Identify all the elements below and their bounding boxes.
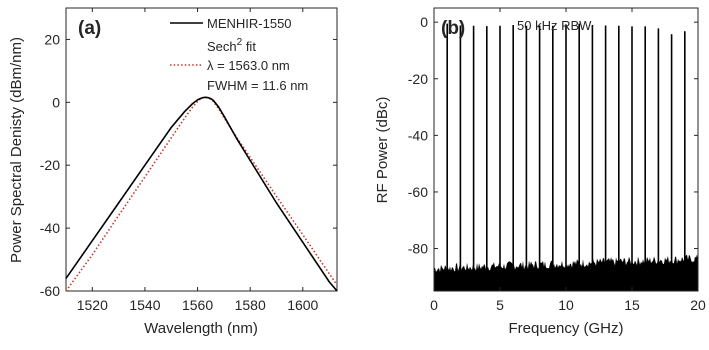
legend-lambda-label: λ = 1563.0 nm — [207, 58, 290, 73]
y-tick-label: -40 — [408, 127, 428, 143]
x-tick-label: 0 — [430, 297, 438, 313]
panel-a-x-ticks: 1520 1540 1560 1580 1600 — [77, 8, 319, 313]
x-tick-label: 20 — [690, 297, 706, 313]
legend-sech-label: Sech2 fit — [207, 37, 256, 54]
x-tick-label: 1600 — [287, 297, 318, 313]
y-tick-label: 20 — [44, 31, 60, 47]
comb-lines — [446, 23, 686, 291]
y-tick-label: -60 — [408, 184, 428, 200]
panel-b-x-ticks: 0 5 10 15 20 — [430, 8, 706, 313]
rf-spectrum — [434, 23, 698, 291]
panel-a: -60 -40 -20 0 20 1520 1540 1560 1580 1600 (a) ME… — [8, 7, 338, 337]
rbw-annotation: 50 kHz RBW — [517, 18, 592, 33]
legend-sech-suffix: fit — [242, 39, 256, 54]
x-tick-label: 1520 — [77, 297, 108, 313]
x-tick-label: 1540 — [129, 297, 160, 313]
legend-menhir-label: MENHIR-1550 — [207, 16, 292, 31]
panel-a-frame — [65, 7, 338, 292]
y-tick-label: -60 — [40, 283, 60, 299]
x-tick-label: 1560 — [182, 297, 213, 313]
panel-b: -80 -60 -40 -20 0 0 5 10 15 20 (b) 50 kHz RBW Fr… — [374, 7, 706, 337]
panel-a-tag: (a) — [78, 18, 101, 39]
panel-b-y-ticks: -80 -60 -40 -20 0 — [408, 14, 698, 257]
y-tick-label: -80 — [408, 241, 428, 257]
sech2-fit-series — [65, 96, 338, 292]
panel-b-y-axis-label: RF Power (dBc) — [374, 97, 391, 204]
panel-b-tag: (b) — [441, 18, 465, 39]
menhir-1550-series — [65, 96, 338, 292]
y-tick-label: -20 — [408, 71, 428, 87]
legend-sech-base: Sech — [207, 39, 237, 54]
x-tick-label: 10 — [558, 297, 574, 313]
x-tick-label: 5 — [496, 297, 504, 313]
panel-a-y-axis-label: Power Spectral Denisty (dBm/nm) — [8, 37, 25, 263]
panel-a-x-axis-label: Wavelength (nm) — [144, 320, 258, 337]
legend-sech-sup: 2 — [237, 37, 243, 48]
x-tick-label: 1580 — [235, 297, 266, 313]
legend-fwhm-label: FWHM = 11.6 nm — [207, 78, 308, 93]
panel-a-legend: MENHIR-1550 Sech2 fit λ = 1563.0 nm FWHM… — [170, 16, 308, 93]
panel-a-y-ticks: -60 -40 -20 0 20 — [40, 31, 337, 299]
y-tick-label: 0 — [420, 14, 428, 30]
y-tick-label: 0 — [52, 94, 60, 110]
y-tick-label: -20 — [40, 157, 60, 173]
x-tick-label: 15 — [624, 297, 640, 313]
y-tick-label: -40 — [40, 220, 60, 236]
panel-b-x-axis-label: Frequency (GHz) — [508, 320, 623, 337]
